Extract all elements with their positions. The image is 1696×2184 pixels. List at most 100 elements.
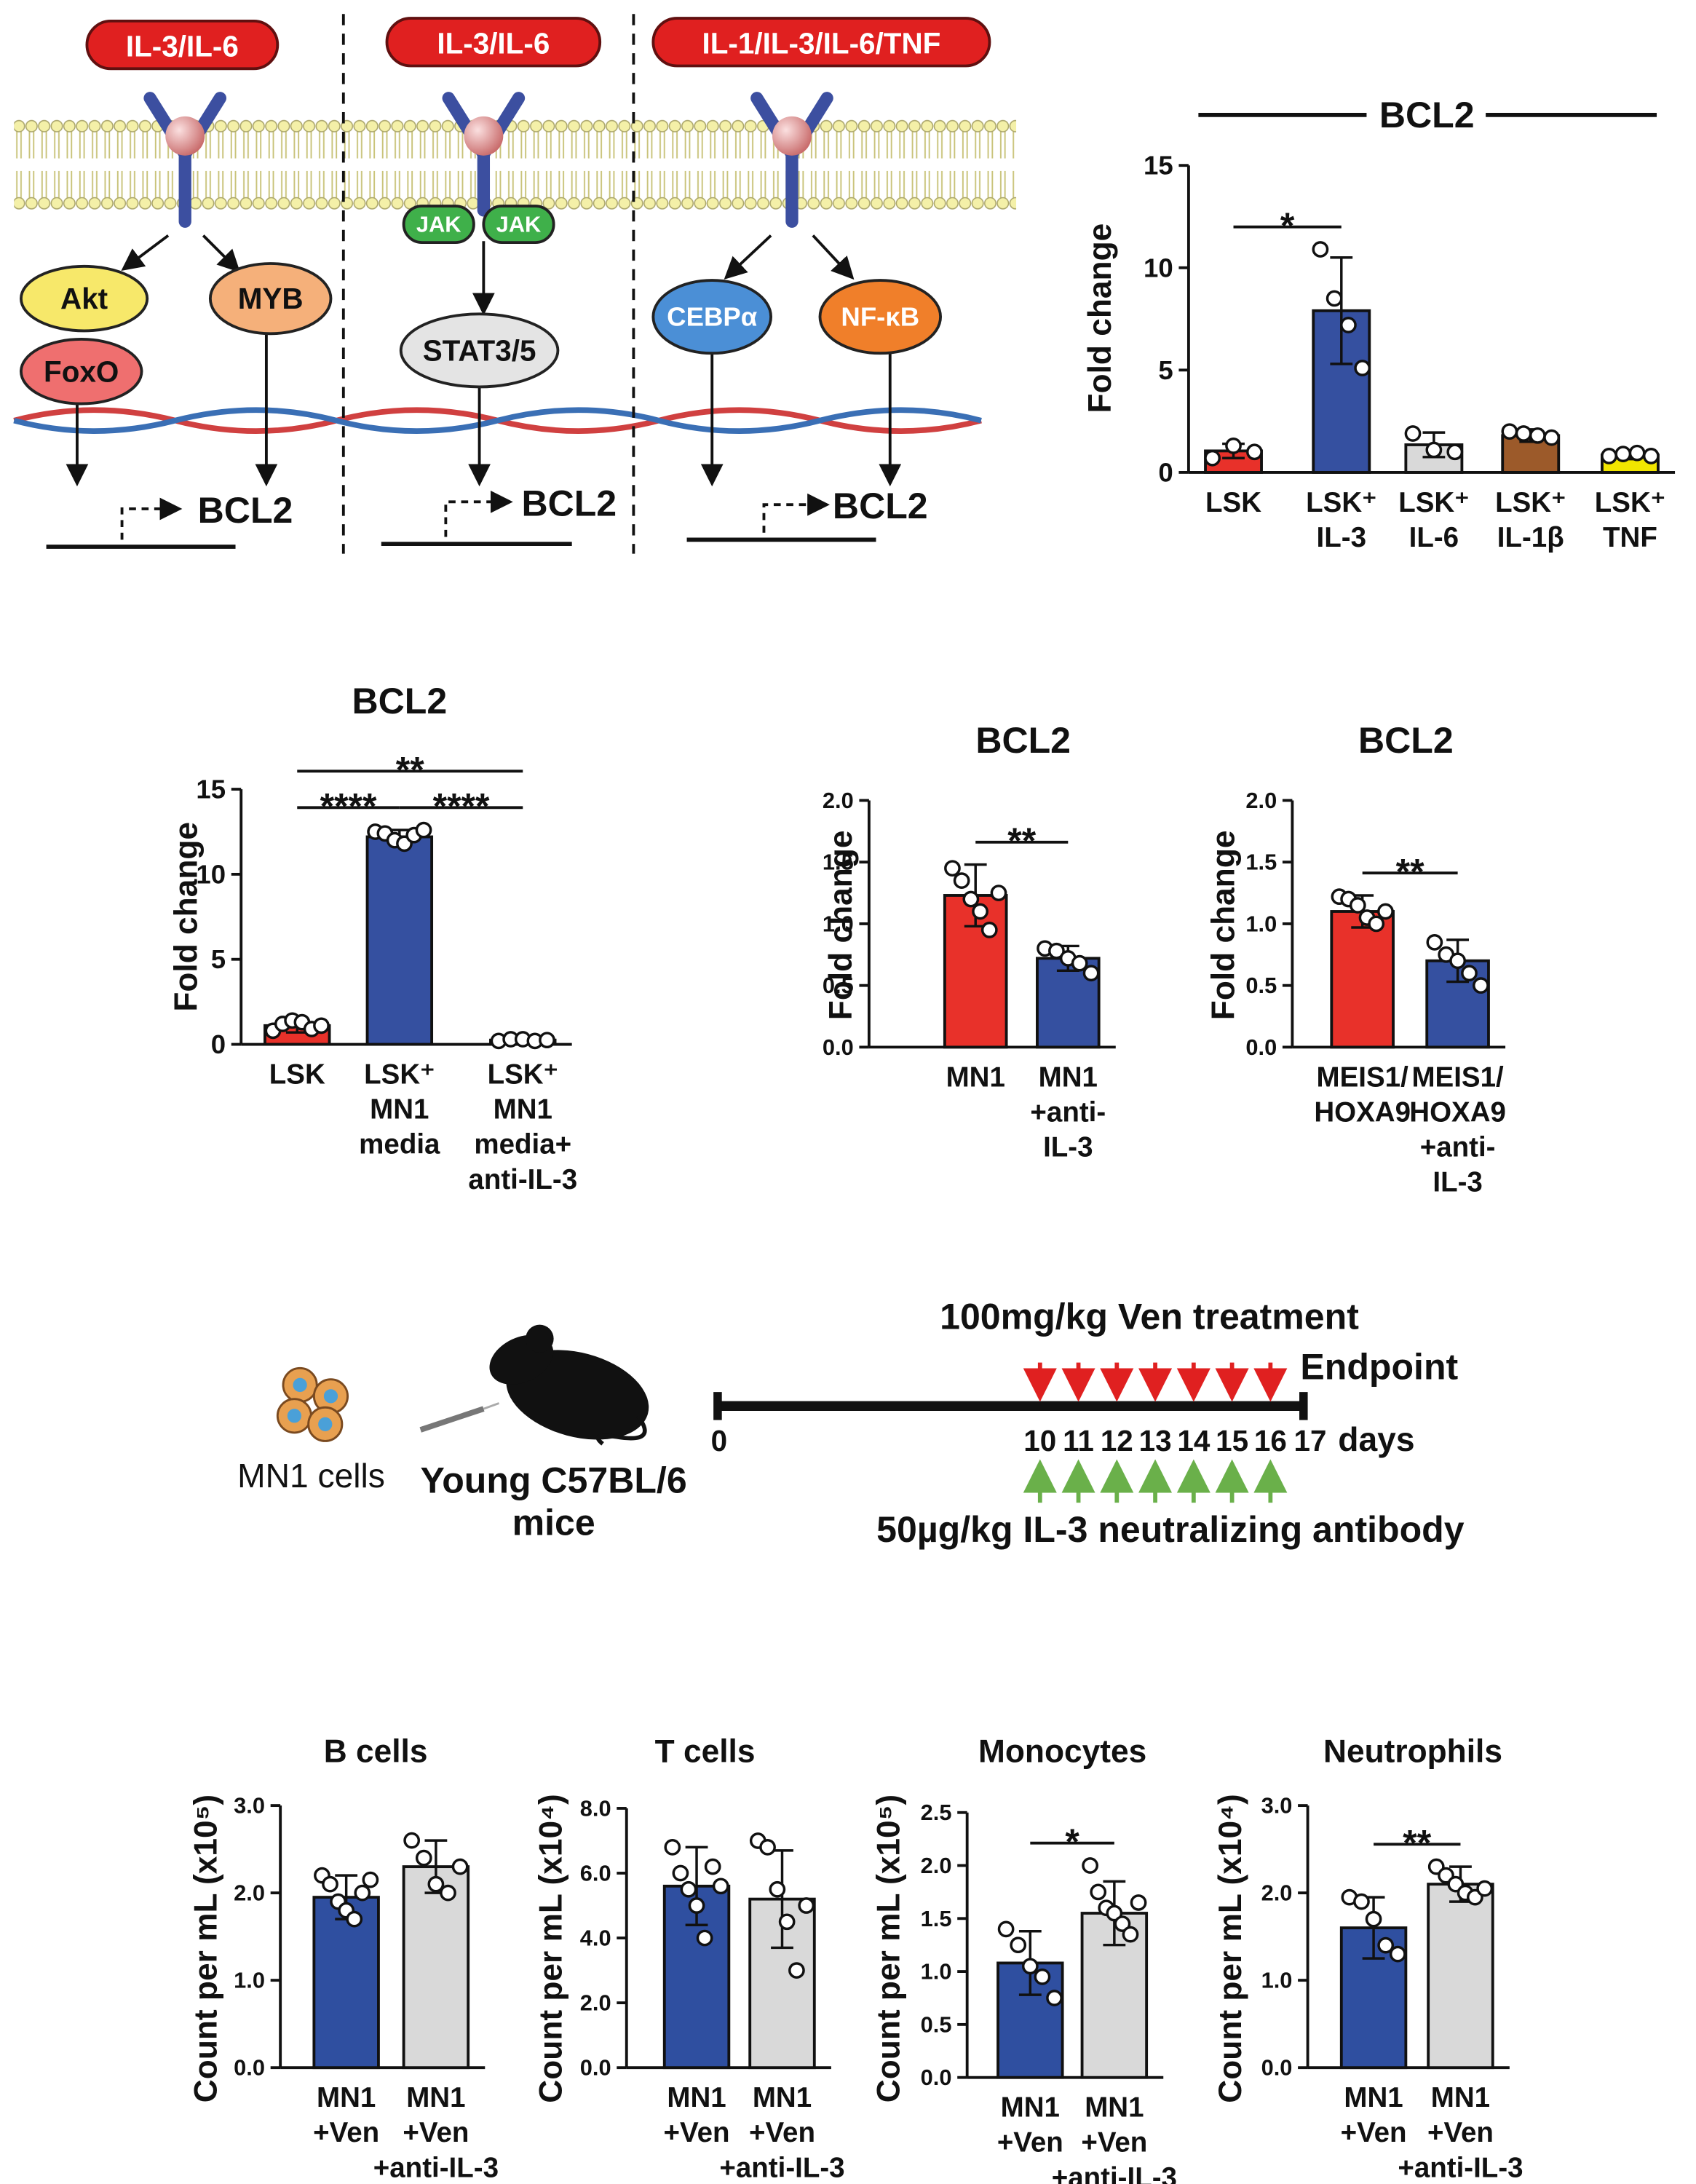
day-label: 11 [1063, 1424, 1094, 1457]
x-tick-label: IL-1β [1497, 522, 1564, 553]
data-point [1071, 954, 1088, 972]
chart: Neutrophils Count per mL (x10⁴) 0.0 1.0 2.0 3… [1213, 1733, 1523, 2183]
data-point [672, 1864, 689, 1882]
x-tick-label: media+ [474, 1129, 571, 1160]
y-axis-label: Count per mL (x10⁵) [871, 1795, 906, 2102]
x-tick-label: +anti-IL-3 [719, 2152, 844, 2183]
data-point [1130, 1894, 1147, 1911]
bar [1330, 910, 1395, 1049]
y-axis-label: Fold change [823, 831, 859, 1021]
data-point [1543, 429, 1560, 446]
day-label: 10 [1023, 1424, 1056, 1457]
y-tick-label: 1.5 [921, 1906, 952, 1931]
data-point [1048, 942, 1065, 960]
data-point [440, 1884, 456, 1902]
data-point [1377, 1936, 1395, 1954]
x-tick-label: media [359, 1129, 440, 1160]
bar [312, 1896, 380, 2070]
x-tick-label: MN1 [1431, 2082, 1490, 2113]
data-point [1354, 360, 1371, 376]
x-tick-label: +Ven [313, 2117, 379, 2148]
x-tick-label: +Ven [1081, 2127, 1147, 2159]
x-tick-label: LSK⁺ [1495, 487, 1566, 518]
x-tick-label: +Ven [997, 2127, 1063, 2159]
ligand-label: IL-3/IL-6 [437, 27, 550, 60]
chart: T cells Count per mL (x10⁴) 0.0 2.0 4.0 6.0 8.… [533, 1733, 844, 2183]
y-axis-label: Fold change [169, 822, 205, 1012]
data-point [696, 1929, 713, 1947]
y-tick-label: 2.0 [921, 1853, 952, 1878]
data-point [712, 1878, 729, 1895]
day-label: 16 [1254, 1424, 1287, 1457]
x-tick-label: +anti- [1030, 1096, 1106, 1128]
x-tick-label: +anti-IL-3 [1052, 2162, 1177, 2184]
data-point [1114, 1915, 1131, 1932]
mouse-icon [419, 1324, 649, 1446]
gene-label: BCL2 [198, 490, 293, 531]
data-point [403, 1832, 421, 1849]
data-point [1473, 977, 1489, 994]
ligand-ball [772, 116, 812, 156]
y-tick-label: 1.0 [823, 911, 854, 936]
y-tick-label: 1.0 [234, 1968, 265, 1993]
data-point [539, 1032, 555, 1049]
data-point [1082, 965, 1100, 982]
data-point [1515, 425, 1532, 442]
y-tick-label: 1.0 [1245, 911, 1277, 936]
data-point [1246, 443, 1263, 461]
x-tick-label: IL-6 [1409, 522, 1459, 553]
x-tick-label: HOXA9 [1409, 1096, 1506, 1128]
data-point [1365, 1910, 1382, 1928]
chart: Monocytes Count per mL (x10⁵) 0.0 0.5 1.0 1.5… [871, 1733, 1177, 2184]
chart: B cells Count per mL (x10⁵) 0.0 1.0 2.0 3.0 MN… [189, 1733, 499, 2183]
y-tick-label: 2.0 [823, 788, 854, 813]
x-tick-label: MN1 [1344, 2082, 1403, 2113]
significance-label: **** [320, 786, 377, 827]
days-label: days [1338, 1420, 1414, 1458]
y-axis-label: Fold change [1206, 831, 1242, 1021]
data-point [1312, 241, 1329, 258]
day-label: 13 [1139, 1424, 1172, 1457]
data-point [759, 1839, 776, 1856]
treatment-title: 100mg/kg Ven treatment [940, 1296, 1359, 1337]
chart-title: T cells [655, 1733, 756, 1769]
x-tick-label: MN1 [946, 1061, 1005, 1093]
chart-title: Neutrophils [1323, 1733, 1502, 1769]
data-point [953, 872, 970, 889]
x-tick-label: HOXA9 [1314, 1096, 1411, 1128]
ligand-pill [651, 17, 991, 68]
x-tick-label: +Ven [1341, 2117, 1407, 2148]
x-tick-label: LSK⁺ [488, 1059, 558, 1090]
node-label: Akt [60, 282, 108, 315]
data-point [1034, 1969, 1051, 1985]
y-axis-label: Count per mL (x10⁵) [189, 1795, 224, 2102]
significance-label: * [1280, 205, 1295, 246]
y-tick-label: 2.5 [921, 1800, 952, 1825]
treatment-timeline: 100mg/kg Ven treatment Endpoint days 50µ… [237, 1296, 1465, 1550]
data-point [1122, 1926, 1139, 1943]
bar [365, 835, 434, 1046]
y-tick-label: 0.0 [1261, 2055, 1293, 2081]
data-point [415, 1849, 432, 1867]
y-tick-label: 0 [211, 1029, 226, 1059]
y-tick-label: 2.0 [1261, 1880, 1293, 1906]
gene-label: BCL2 [833, 486, 928, 526]
day-label: 17 [1294, 1424, 1327, 1457]
y-tick-label: 2.0 [580, 1990, 611, 2016]
x-tick-label: MN1 [753, 2082, 812, 2113]
data-point [1368, 915, 1385, 933]
data-point [1046, 1990, 1063, 2006]
x-tick-label: +Ven [664, 2117, 730, 2148]
data-point [1106, 1904, 1123, 1922]
y-axis-label: Count per mL (x10⁴) [533, 1794, 568, 2102]
data-point [1404, 425, 1422, 442]
data-point [990, 885, 1007, 901]
x-tick-label: IL-3 [1317, 522, 1366, 553]
data-point [944, 860, 961, 877]
data-point [1449, 952, 1466, 970]
y-tick-label: 1.0 [921, 1959, 952, 1985]
x-tick-label: LSK⁺ [1398, 487, 1469, 518]
chart-title: B cells [324, 1733, 428, 1769]
